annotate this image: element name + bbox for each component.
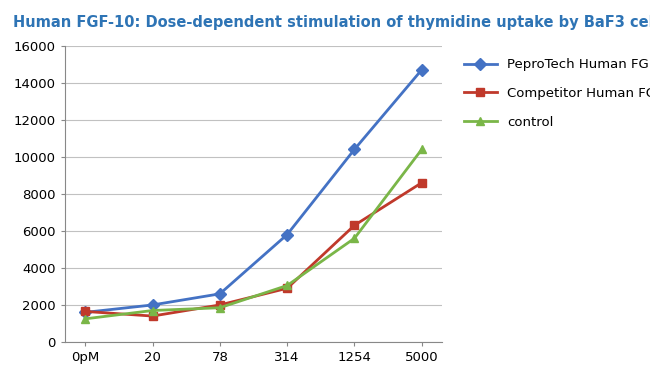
Competitor Human FGF-10 (149, 314, 157, 318)
Line: control: control (81, 145, 426, 323)
Competitor Human FGF-10 (350, 223, 358, 228)
control (149, 308, 157, 313)
Competitor Human FGF-10 (81, 309, 89, 314)
Competitor Human FGF-10 (216, 302, 224, 307)
Line: Competitor Human FGF-10: Competitor Human FGF-10 (81, 179, 426, 320)
Line: PeproTech Human FGF-10: PeproTech Human FGF-10 (81, 65, 426, 317)
control (283, 283, 291, 288)
Text: Human FGF-10: Dose-dependent stimulation of thymidine uptake by BaF3 cells expre: Human FGF-10: Dose-dependent stimulation… (13, 15, 650, 30)
control (350, 236, 358, 241)
Legend: PeproTech Human FGF-10, Competitor Human FGF-10, control: PeproTech Human FGF-10, Competitor Human… (463, 58, 650, 129)
Competitor Human FGF-10 (283, 286, 291, 291)
Competitor Human FGF-10 (418, 180, 426, 185)
control (216, 306, 224, 310)
control (418, 147, 426, 152)
control (81, 317, 89, 321)
PeproTech Human FGF-10 (283, 232, 291, 237)
PeproTech Human FGF-10 (418, 67, 426, 72)
PeproTech Human FGF-10 (149, 302, 157, 307)
PeproTech Human FGF-10 (350, 147, 358, 152)
PeproTech Human FGF-10 (216, 291, 224, 296)
PeproTech Human FGF-10 (81, 310, 89, 315)
